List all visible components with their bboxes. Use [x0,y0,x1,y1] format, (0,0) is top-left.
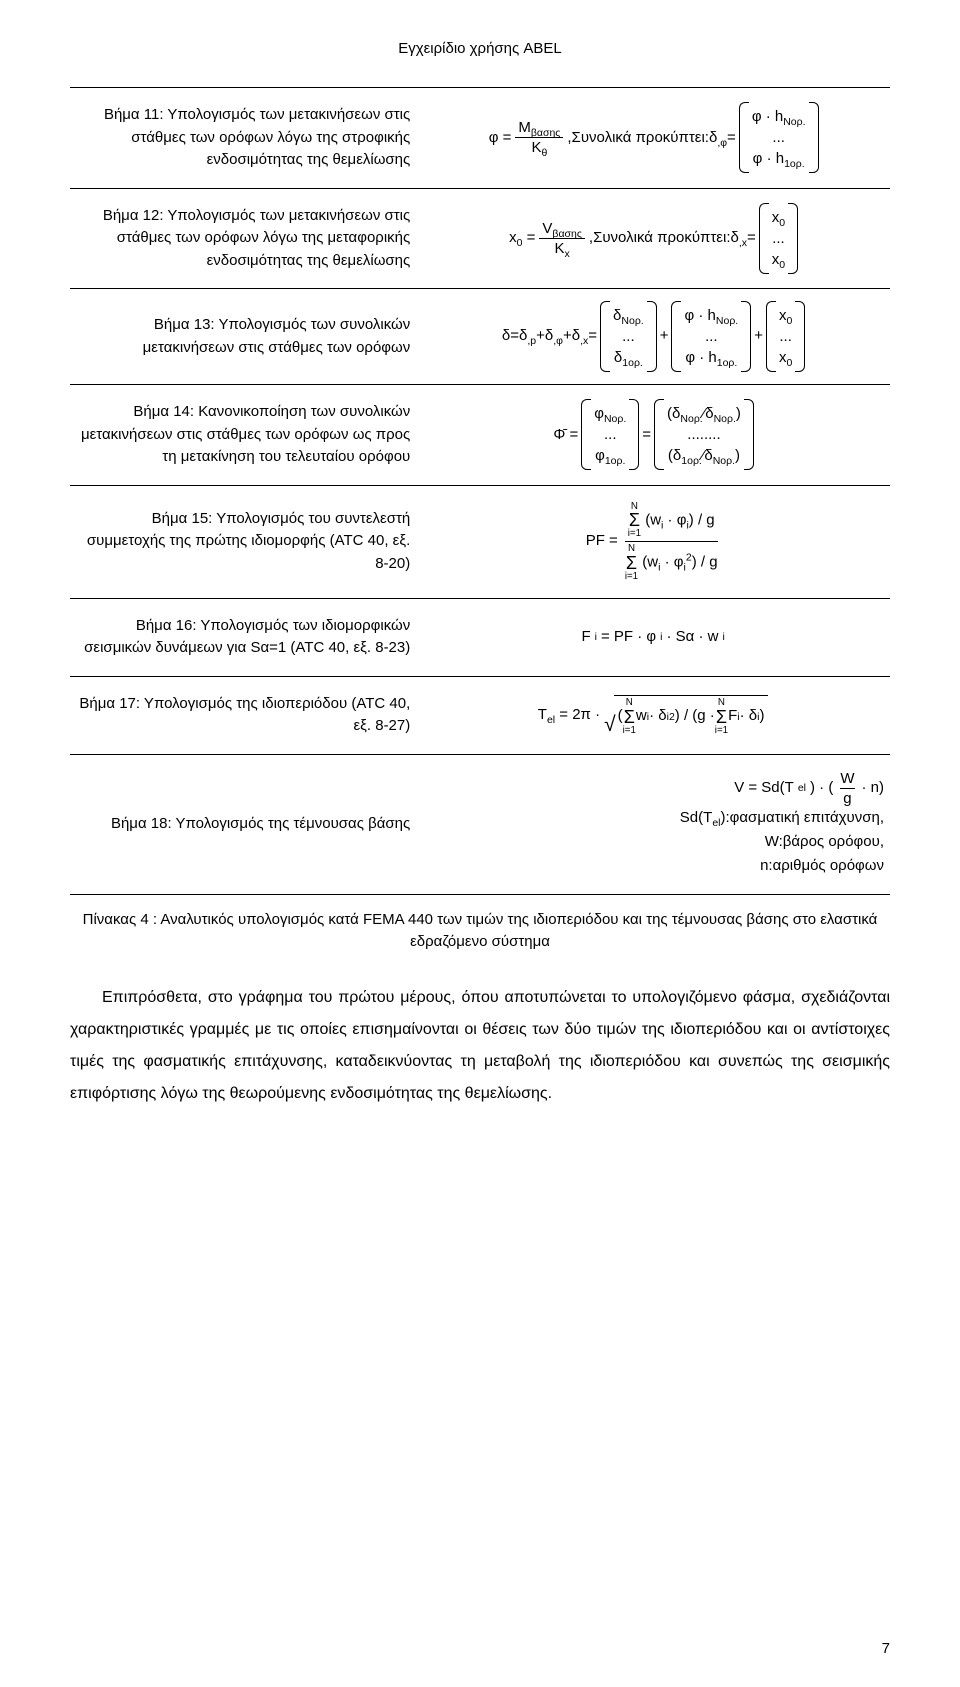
column-vector: φ · hNορ. ... φ · h1ορ. [740,106,818,169]
step-equation: Fi = PF · φi · Sα · wi [416,598,890,676]
paragraph-text: Επιπρόσθετα, στο γράφημα του πρώτου μέρο… [70,982,890,1110]
step-equation: φ = Mβασης Kθ ,Συνολικά προκύπτει:δ,φ= φ… [416,88,890,189]
table-row: Βήμα 17: Υπολογισμός της ιδιοπεριόδου (A… [70,676,890,754]
doc-header: Εγχειρίδιο χρήσης ABEL [70,40,890,57]
table-row: Βήμα 12: Υπολογισμός των μετακινήσεων στ… [70,188,890,289]
step-equation: x0 = Vβασης Kx ,Συνολικά προκύπτει:δ,x= … [416,188,890,289]
step-equation: PF = NΣi=1 (wi · φi) / g NΣi=1 (wi · φi2… [416,485,890,598]
step-label: Βήμα 11: Υπολογισμός των μετακινήσεων στ… [70,88,416,189]
step-equation: δ=δ,p+δ,φ+δ,x= δNορ. ... δ1ορ. + φ · hNο… [416,289,890,385]
step-label: Βήμα 13: Υπολογισμός των συνολικών μετακ… [70,289,416,385]
step-equation: Tel = 2π · √ ( NΣi=1 wi · δi2) / (g · NΣ… [416,676,890,754]
step-label: Βήμα 14: Κανονικοποίηση των συνολικών με… [70,385,416,486]
table-caption: Πίνακας 4 : Αναλυτικός υπολογισμός κατά … [70,909,890,954]
fraction: Mβασης Kθ [515,120,563,155]
table-row: Βήμα 13: Υπολογισμός των συνολικών μετακ… [70,289,890,385]
step-label: Βήμα 12: Υπολογισμός των μετακινήσεων στ… [70,188,416,289]
table-row: Βήμα 15: Υπολογισμός του συντελεστή συμμ… [70,485,890,598]
eq-text: φ = [489,127,512,150]
step-equation: Φ̄ = φNορ. ... φ1ορ. = (δNορ.⁄δNορ.) [416,385,890,486]
table-row: Βήμα 14: Κανονικοποίηση των συνολικών με… [70,385,890,486]
page: Εγχειρίδιο χρήσης ABEL Βήμα 11: Υπολογισ… [0,0,960,1687]
page-number: 7 [882,1640,890,1657]
step-label: Βήμα 15: Υπολογισμός του συντελεστή συμμ… [70,485,416,598]
step-label: Βήμα 16: Υπολογισμός των ιδιομορφικών σε… [70,598,416,676]
step-label: Βήμα 17: Υπολογισμός της ιδιοπεριόδου (A… [70,676,416,754]
table-row: Βήμα 18: Υπολογισμός της τέμνουσας βάσης… [70,754,890,894]
table-row: Βήμα 11: Υπολογισμός των μετακινήσεων στ… [70,88,890,189]
step-equation: V = Sd(Tel) · ( W g · n) Sd(Tel):φασματι… [416,754,890,894]
table-row: Βήμα 16: Υπολογισμός των ιδιομορφικών σε… [70,598,890,676]
step-label: Βήμα 18: Υπολογισμός της τέμνουσας βάσης [70,754,416,894]
computation-table: Βήμα 11: Υπολογισμός των μετακινήσεων στ… [70,87,890,895]
